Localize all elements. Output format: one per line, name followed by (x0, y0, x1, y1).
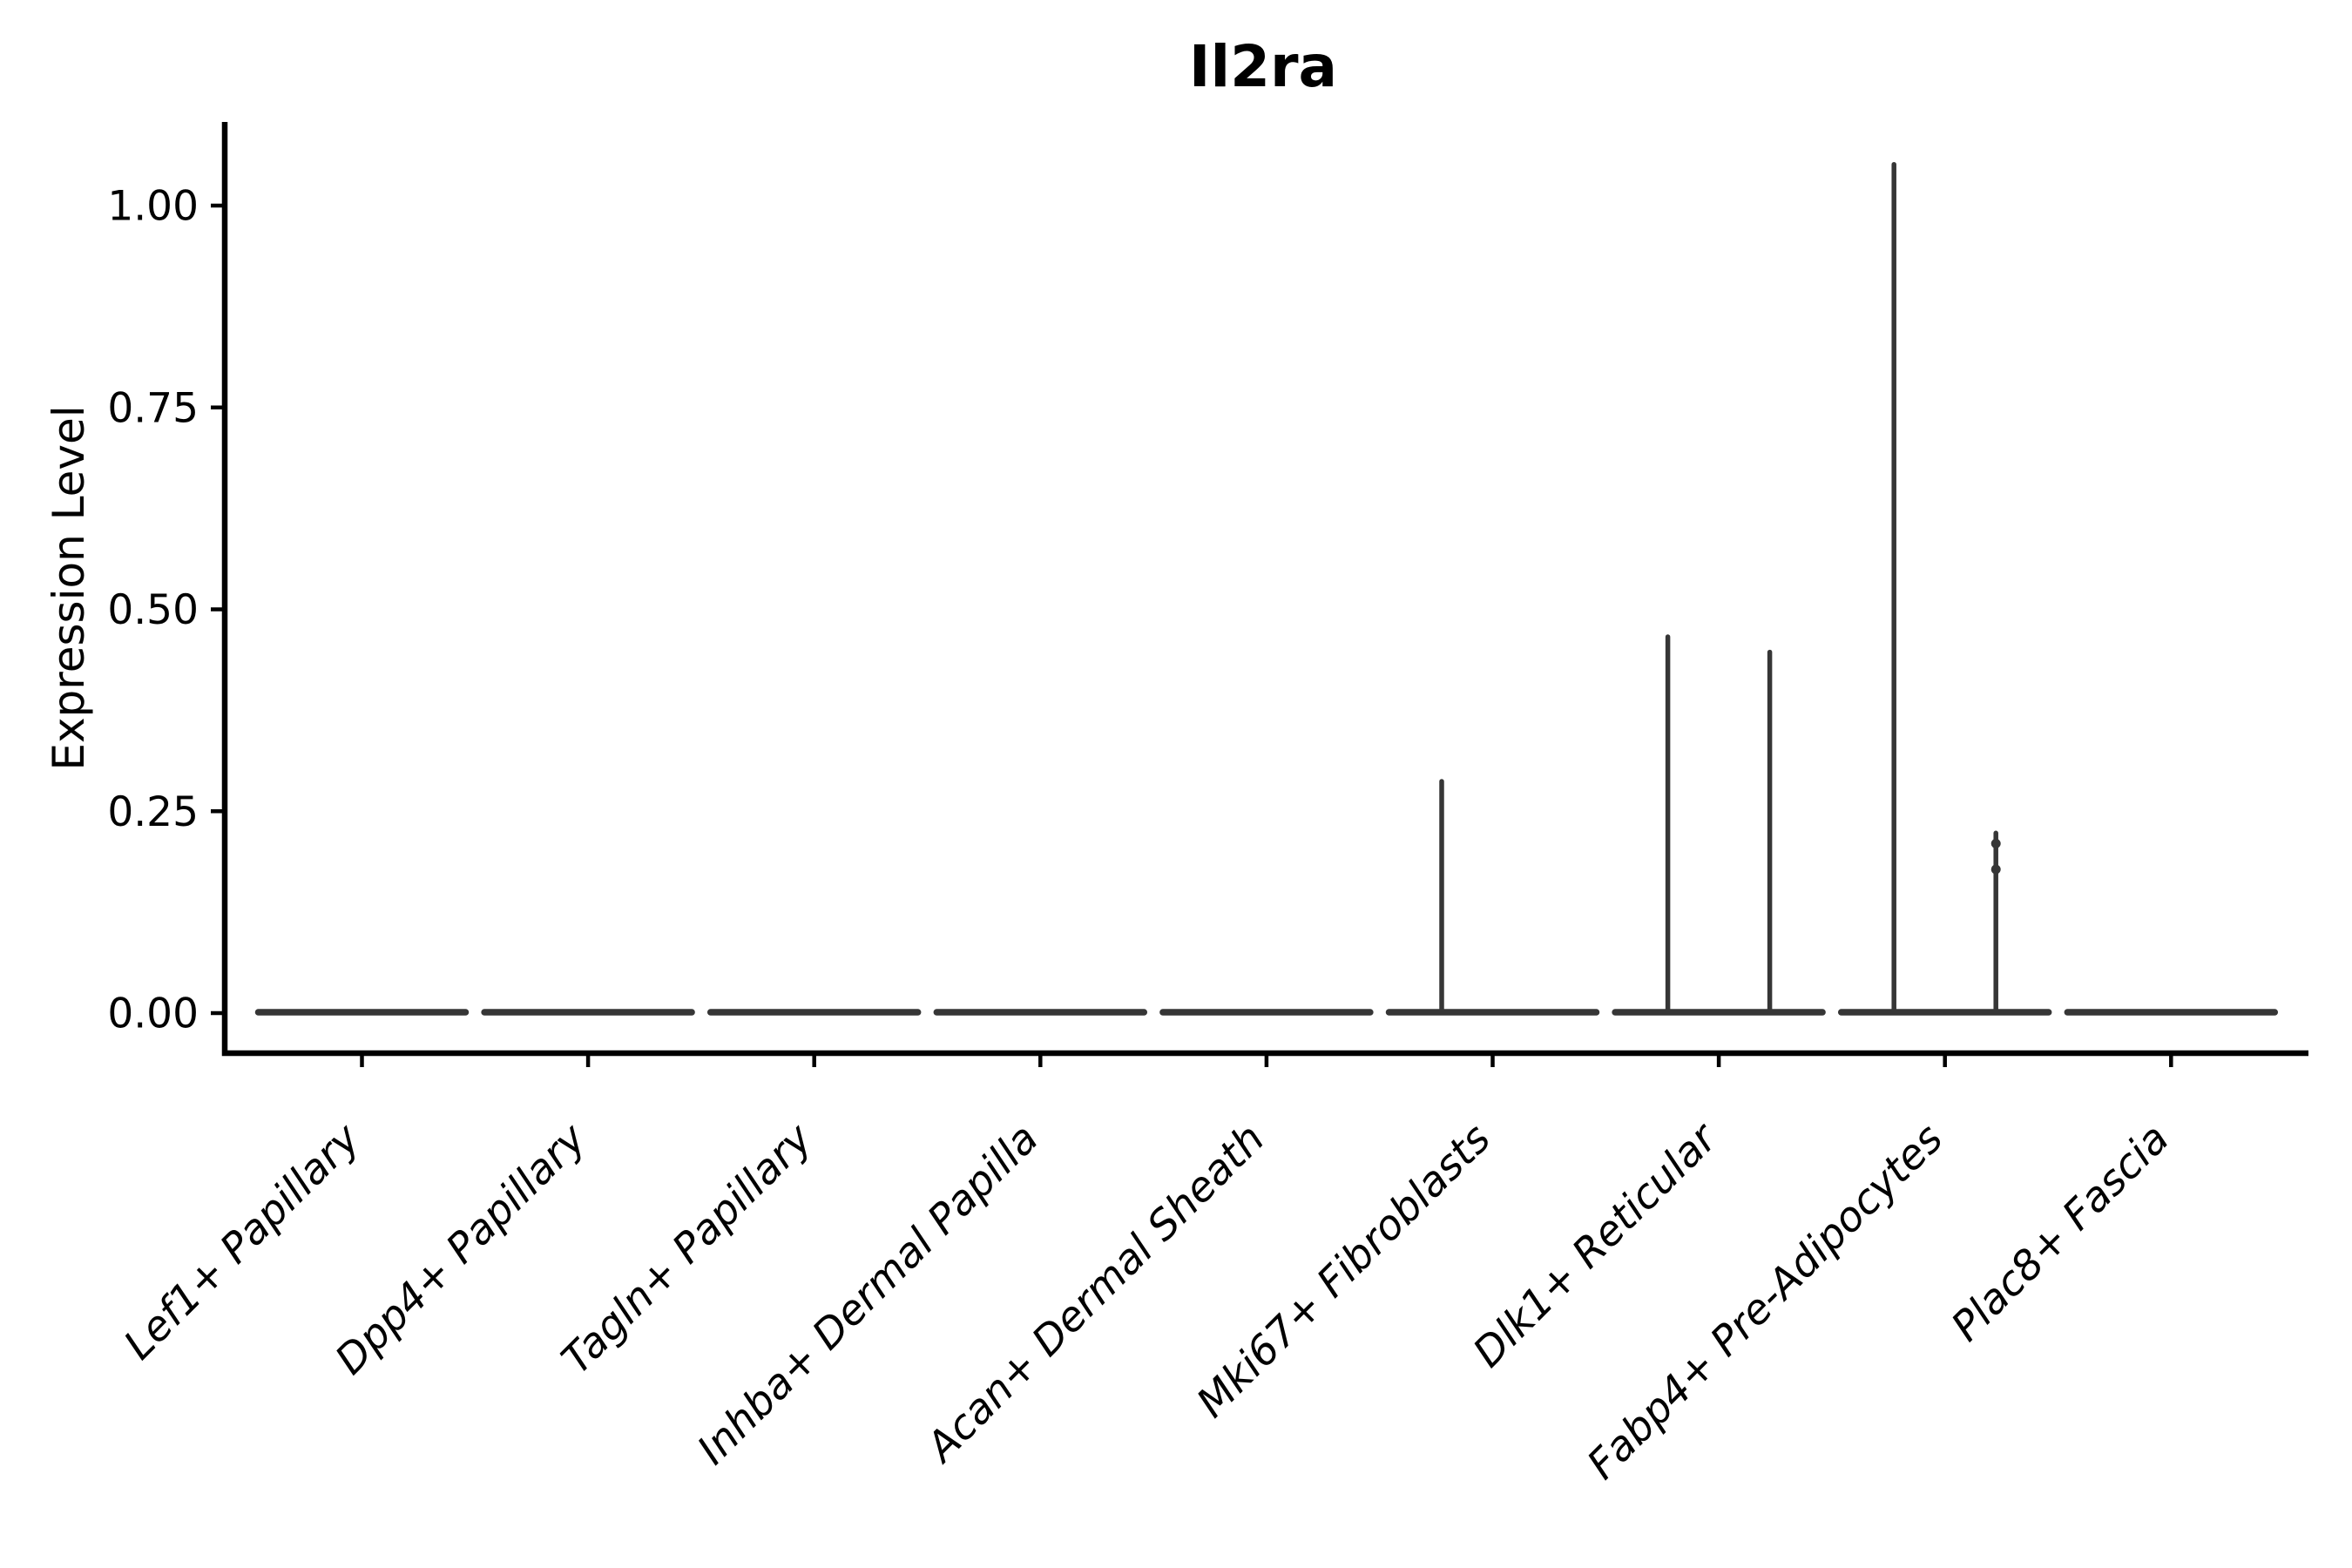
violins-layer (254, 161, 2279, 1016)
y-axis-tick-label: 0.25 (107, 788, 199, 836)
violin-spike-knob (1990, 864, 2001, 875)
y-axis-tick-label: 1.00 (107, 183, 199, 231)
y-axis-tick-label: 0.50 (107, 586, 199, 634)
x-axis-tick-label: Lef1+ Papillary (115, 1114, 370, 1369)
x-axis-tick-label: Plac8+ Fascia (1943, 1115, 2179, 1351)
x-axis-tick-label: Dlk1+ Reticular (1464, 1113, 1728, 1377)
axis-spines (221, 122, 2308, 1057)
violin-spike-knob (1990, 838, 2001, 848)
y-axis-label: Expression Level (44, 405, 94, 770)
x-axis-tick-label: Fabp4+ Pre-Adipocytes (1578, 1115, 1952, 1489)
x-axis-tick-label: Dpp4+ Papillary (326, 1114, 596, 1384)
y-axis-tick-label: 0.00 (107, 990, 199, 1038)
plot-title: Il2ra (1189, 33, 1337, 100)
y-axis-tick-label: 0.75 (107, 384, 199, 432)
axes: 0.00 0.25 0.50 0.75 1.00 Lef1+ PapillaryDpp4+… (107, 122, 2308, 1489)
x-axis-tick-label: Tagln+ Papillary (552, 1114, 822, 1384)
